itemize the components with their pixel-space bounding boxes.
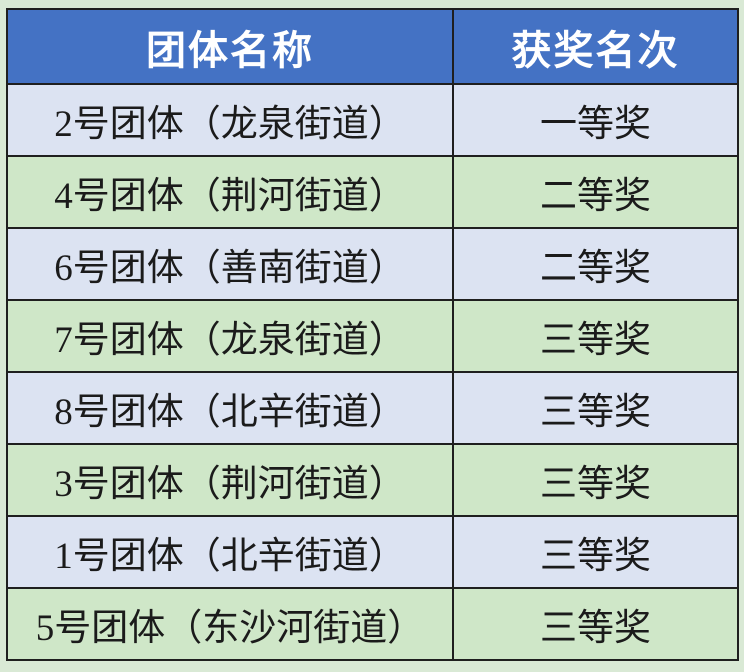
table-row: 8号团体（北辛街道） 三等奖 (6, 371, 740, 445)
group-name-cell: 2号团体（龙泉街道） (6, 83, 454, 157)
group-name-cell: 4号团体（荆河街道） (6, 155, 454, 229)
table-row: 6号团体（善南街道） 二等奖 (6, 227, 740, 301)
award-rank-cell: 一等奖 (451, 83, 740, 157)
column-header-group-name: 团体名称 (6, 8, 454, 85)
group-name-cell: 8号团体（北辛街道） (6, 371, 454, 445)
group-name-cell: 6号团体（善南街道） (6, 227, 454, 301)
table-row: 7号团体（龙泉街道） 三等奖 (6, 299, 740, 373)
table-row: 2号团体（龙泉街道） 一等奖 (6, 83, 740, 157)
table-row: 5号团体（东沙河街道） 三等奖 (6, 587, 740, 661)
table-row: 4号团体（荆河街道） 二等奖 (6, 155, 740, 229)
award-rank-cell: 三等奖 (451, 299, 740, 373)
award-rank-cell: 三等奖 (451, 371, 740, 445)
award-rank-cell: 三等奖 (451, 443, 740, 517)
table-row: 1号团体（北辛街道） 三等奖 (6, 515, 740, 589)
award-rank-cell: 三等奖 (451, 515, 740, 589)
award-rank-cell: 二等奖 (451, 155, 740, 229)
group-name-cell: 3号团体（荆河街道） (6, 443, 454, 517)
header-row: 团体名称 获奖名次 (6, 8, 740, 85)
group-name-cell: 7号团体（龙泉街道） (6, 299, 454, 373)
group-name-cell: 5号团体（东沙河街道） (6, 587, 454, 661)
group-name-cell: 1号团体（北辛街道） (6, 515, 454, 589)
table-body: 2号团体（龙泉街道） 一等奖 4号团体（荆河街道） 二等奖 6号团体（善南街道） 二等奖 7… (6, 83, 740, 661)
award-rank-cell: 二等奖 (451, 227, 740, 301)
award-table: 团体名称 获奖名次 2号团体（龙泉街道） 一等奖 4号团体（荆河街道） 二等奖 6号团体… (6, 8, 740, 661)
column-header-award-rank: 获奖名次 (451, 8, 740, 85)
table-row: 3号团体（荆河街道） 三等奖 (6, 443, 740, 517)
award-rank-cell: 三等奖 (451, 587, 740, 661)
